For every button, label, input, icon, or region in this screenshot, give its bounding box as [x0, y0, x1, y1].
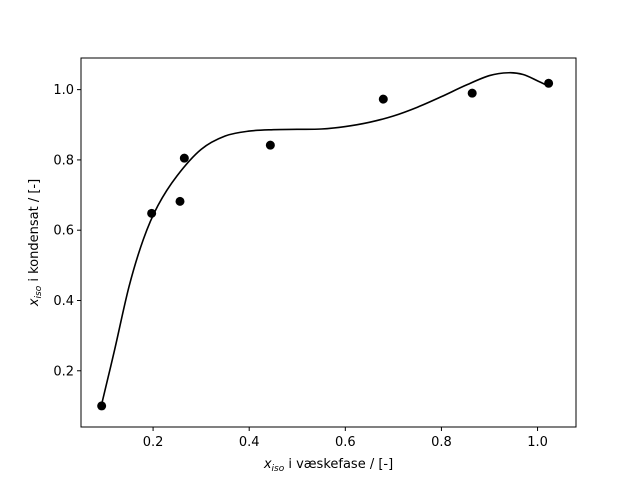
- x-tick-label: 1.0: [527, 435, 548, 450]
- x-tick-label: 0.2: [143, 435, 164, 450]
- x-tick-label: 0.6: [335, 435, 356, 450]
- y-tick-label: 1.0: [53, 83, 74, 98]
- fit-curve: [100, 71, 549, 405]
- x-tick-label: 0.4: [239, 435, 260, 450]
- data-point: [147, 208, 157, 218]
- data-point: [265, 140, 275, 150]
- plot-area: [97, 71, 554, 411]
- y-tick-label: 0.4: [53, 294, 74, 309]
- y-tick-label: 0.8: [53, 153, 74, 168]
- x-axis: 0.2 0.4 0.6 0.8 1.0: [143, 427, 548, 450]
- y-tick-label: 0.2: [53, 364, 74, 379]
- y-tick-label: 0.6: [53, 224, 74, 239]
- data-point: [467, 88, 477, 98]
- y-axis-label: xiso i kondensat / [-]: [27, 179, 44, 307]
- data-point: [175, 196, 185, 206]
- data-point: [179, 153, 189, 163]
- y-axis: 0.2 0.4 0.6 0.8 1.0: [53, 83, 81, 379]
- data-point: [378, 94, 388, 104]
- data-point: [97, 401, 107, 411]
- x-tick-label: 0.8: [431, 435, 452, 450]
- x-axis-label: xiso i væskefase / [-]: [263, 457, 393, 474]
- data-point: [544, 78, 554, 88]
- axes-frame: [80, 57, 577, 428]
